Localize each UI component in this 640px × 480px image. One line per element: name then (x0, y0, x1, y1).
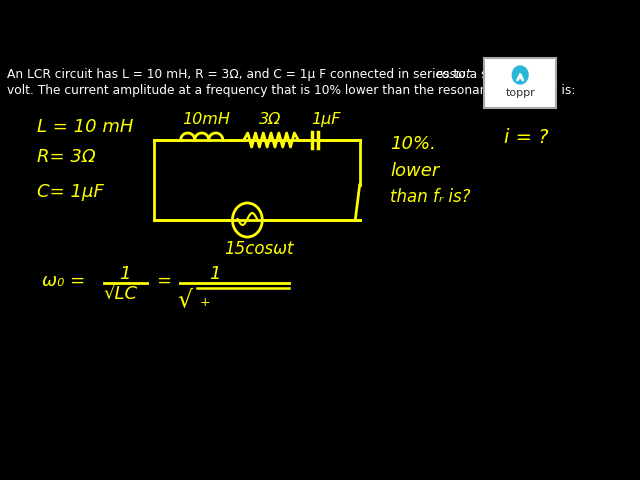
Text: R= 3Ω: R= 3Ω (37, 148, 95, 166)
Text: cosωt: cosωt (435, 68, 471, 81)
Text: 1: 1 (119, 265, 131, 283)
Text: i = ?: i = ? (504, 128, 549, 147)
Text: toppr: toppr (506, 88, 535, 98)
Circle shape (512, 66, 528, 84)
Text: √: √ (177, 287, 192, 311)
Bar (484, 58, 556, 108)
Text: C= 1μF: C= 1μF (37, 183, 104, 201)
Text: volt. The current amplitude at a frequency that is 10% lower than the resonant f: volt. The current amplitude at a frequen… (7, 84, 575, 97)
Text: ω₀ =: ω₀ = (42, 272, 85, 290)
Text: lower: lower (390, 162, 440, 180)
Text: 10mH: 10mH (182, 112, 230, 127)
Text: +: + (200, 296, 211, 309)
Text: 15cosωt: 15cosωt (224, 240, 293, 258)
Text: than fᵣ is?: than fᵣ is? (390, 188, 471, 206)
Text: An LCR circuit has L = 10 mH, R = 3Ω, and C = 1μ F connected in series to a sour: An LCR circuit has L = 10 mH, R = 3Ω, an… (7, 68, 557, 81)
Text: 3Ω: 3Ω (259, 112, 281, 127)
Text: √LC: √LC (104, 285, 138, 303)
Text: 1μF: 1μF (312, 112, 341, 127)
Text: 1: 1 (209, 265, 221, 283)
Text: 10%.: 10%. (390, 135, 436, 153)
Text: =: = (156, 272, 172, 290)
Text: L = 10 mH: L = 10 mH (37, 118, 133, 136)
